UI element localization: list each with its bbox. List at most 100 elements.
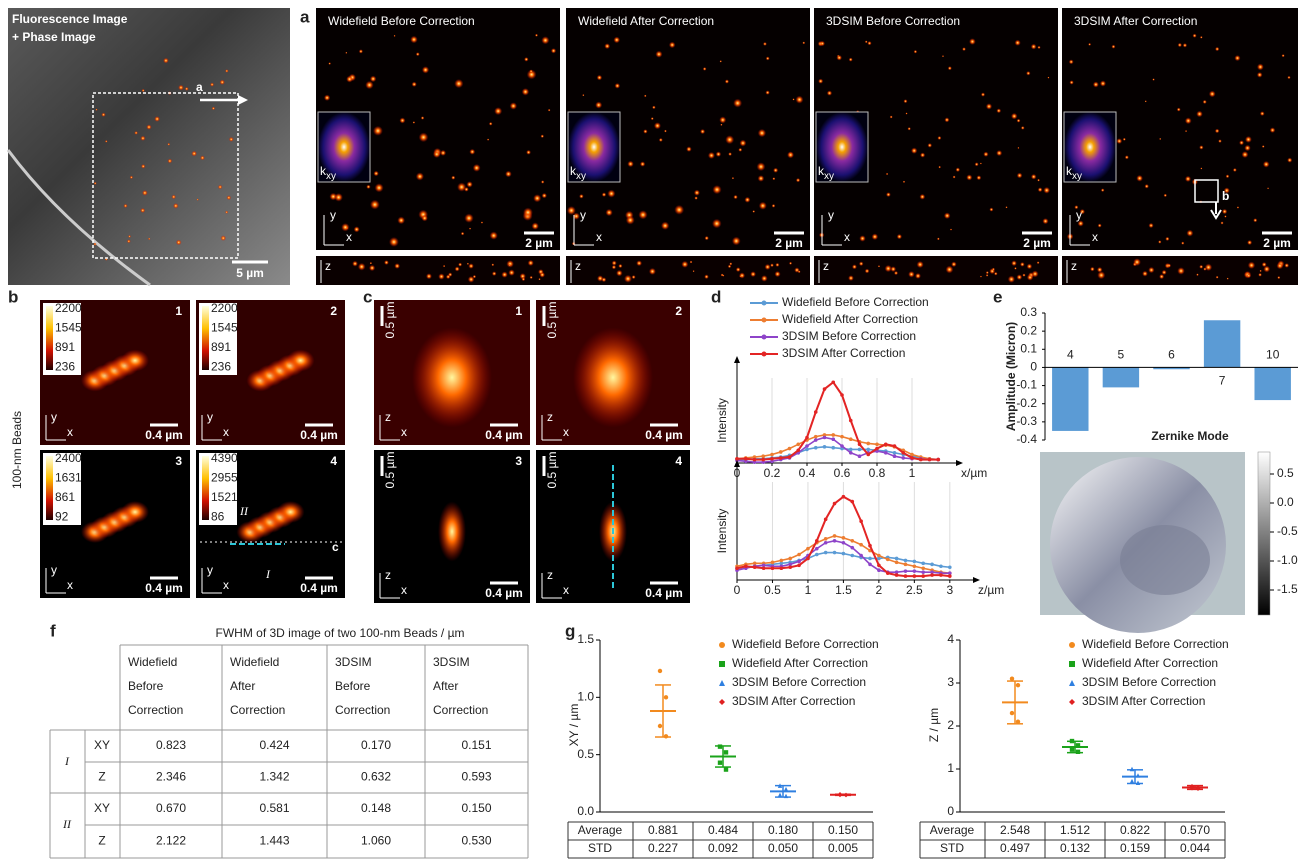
x-tick-label: 3 [946, 583, 953, 597]
point [895, 561, 899, 565]
point [868, 563, 872, 567]
x-axis-label: Zernike Mode [1151, 429, 1229, 443]
x-tick-label: 4 [1067, 348, 1074, 362]
spot [140, 136, 145, 141]
label: + Phase Image [12, 30, 96, 44]
spot [542, 193, 547, 198]
psf [412, 328, 492, 428]
spot [612, 261, 617, 266]
point [921, 570, 925, 574]
spot [397, 217, 405, 225]
label: z [325, 259, 331, 273]
spot [1186, 230, 1193, 237]
label: 5 µm [236, 266, 264, 280]
point [779, 456, 783, 460]
label: 0.5 µm [383, 452, 397, 489]
point [850, 554, 854, 558]
spot [416, 52, 420, 56]
spot [795, 96, 803, 104]
spot [426, 273, 432, 279]
spot [686, 146, 691, 151]
panel-letter: a [300, 7, 310, 26]
spot [1123, 138, 1126, 141]
spot [763, 42, 767, 46]
spot [944, 117, 949, 122]
spot [669, 42, 676, 49]
spot [992, 268, 995, 271]
point [842, 536, 846, 540]
image-number: 1 [175, 304, 182, 318]
spot [523, 208, 533, 218]
spot [1203, 267, 1206, 270]
spot [1203, 100, 1207, 104]
point [904, 569, 908, 573]
image-title: Widefield After Correction [578, 14, 714, 28]
spot [787, 151, 794, 158]
bead-blob [121, 501, 149, 523]
table-cell: 0.530 [461, 834, 491, 848]
spot [865, 40, 868, 43]
spot [220, 235, 226, 241]
point [833, 502, 837, 506]
spot [720, 124, 722, 126]
point [877, 564, 881, 568]
spot [989, 208, 993, 212]
spot [914, 50, 918, 54]
spot [1177, 108, 1181, 112]
spot [535, 34, 538, 37]
column-header: Before [335, 679, 371, 693]
spot [759, 202, 767, 210]
spot [212, 107, 215, 110]
y-tick-label: 1.0 [577, 690, 594, 704]
spot [703, 67, 707, 71]
subscript: xy [326, 171, 336, 182]
label: 0.4 µm [145, 581, 183, 595]
spot [582, 94, 584, 96]
x-tick-label: 2 [876, 583, 883, 597]
zernike-dark [1120, 525, 1210, 595]
spot [191, 151, 197, 157]
label: y [51, 410, 57, 424]
table-title: FWHM of 3D image of two 100-nm Beads / µ… [216, 626, 465, 640]
bar [1103, 367, 1139, 387]
x-tick-label: 1 [805, 583, 812, 597]
spot [448, 272, 452, 276]
colorbar-tick: 1545 [211, 321, 238, 335]
point [796, 448, 800, 452]
x-tick-label: 0 [734, 583, 741, 597]
legend-label: 3DSIM Before Correction [732, 675, 866, 689]
spot [185, 87, 189, 91]
spot [626, 216, 635, 225]
spot [220, 80, 225, 85]
table-cell: 0.180 [768, 823, 798, 837]
spot [946, 266, 954, 274]
spot [690, 261, 693, 264]
colorbar-tick: 1521 [211, 490, 238, 504]
row-label: XY [94, 801, 110, 815]
colorbar-tick: 861 [55, 490, 75, 504]
bar [1052, 367, 1088, 431]
spot [1199, 265, 1203, 269]
point [824, 537, 828, 541]
spot [491, 263, 494, 266]
spot [1011, 260, 1017, 266]
spot [886, 173, 888, 175]
point [859, 554, 863, 558]
spot [1237, 206, 1239, 208]
spot [597, 75, 602, 80]
spot [1158, 240, 1161, 243]
spot [101, 113, 105, 117]
spot [712, 219, 722, 229]
label: II [239, 504, 249, 518]
table-cell: 0.092 [708, 841, 738, 855]
table-cell: 0.823 [156, 738, 186, 752]
spot [938, 166, 941, 169]
table-cell: 0.670 [156, 801, 186, 815]
spot [719, 116, 726, 123]
legend-label: Widefield After Correction [1082, 656, 1218, 670]
image-number: 3 [175, 454, 182, 468]
spot [531, 222, 538, 229]
spot [1276, 262, 1283, 269]
spot [370, 262, 372, 264]
table-cell: 0.484 [708, 823, 738, 837]
